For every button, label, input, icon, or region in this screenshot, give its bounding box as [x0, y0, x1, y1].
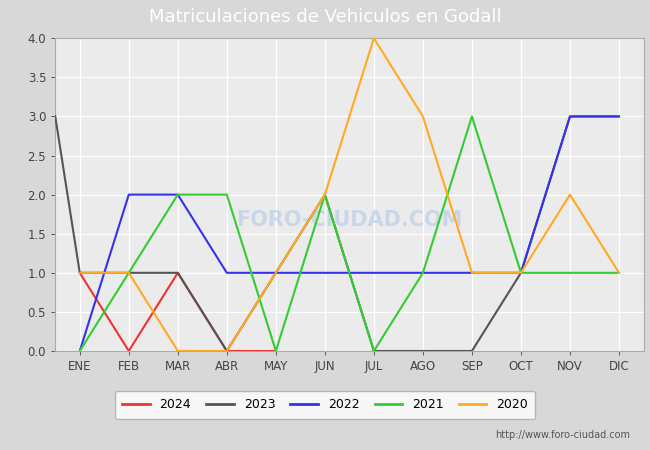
- Text: http://www.foro-ciudad.com: http://www.foro-ciudad.com: [495, 430, 630, 440]
- Text: FORO-CIUDAD.COM: FORO-CIUDAD.COM: [236, 210, 463, 230]
- Text: Matriculaciones de Vehiculos en Godall: Matriculaciones de Vehiculos en Godall: [149, 8, 501, 26]
- Legend: 2024, 2023, 2022, 2021, 2020: 2024, 2023, 2022, 2021, 2020: [114, 391, 536, 419]
